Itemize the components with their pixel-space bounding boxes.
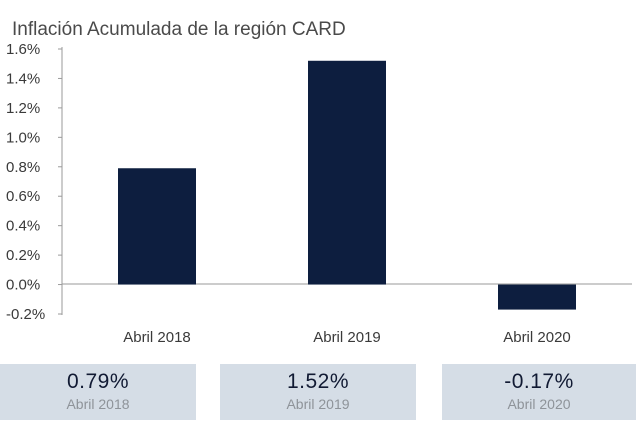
y-tick-label: 1.4% (6, 70, 40, 87)
y-tick-label: 1.0% (6, 129, 40, 146)
y-axis-ticks: 1.6% 1.4% 1.2% 1.0% 0.8% 0.6% 0.4% 0.2% 0.0% -0.2… (6, 41, 62, 323)
x-category-label: Abril 2019 (313, 329, 381, 346)
bar-chart: Inflación Acumulada de la región CARD 1.… (6, 19, 632, 346)
chart-title: Inflación Acumulada de la región CARD (12, 19, 346, 40)
y-tick-label: 0.2% (6, 247, 40, 264)
summary-card-2018: 0.79% Abril 2018 (0, 364, 196, 420)
bar (498, 284, 576, 310)
card-label: Abril 2020 (507, 396, 571, 412)
card-value: 0.79% (66, 370, 130, 393)
card-value: -0.17% (504, 370, 574, 393)
summary-cards: 0.79% Abril 2018 1.52% Abril 2019 -0.17%… (0, 364, 640, 420)
x-category-label: Abril 2018 (123, 329, 191, 346)
card-value: 1.52% (286, 370, 350, 393)
bar (118, 168, 196, 285)
card-label: Abril 2018 (66, 396, 130, 412)
y-tick-label: 0.0% (6, 277, 40, 294)
y-tick-label: 1.6% (6, 41, 40, 58)
x-axis-labels: Abril 2018 Abril 2019 Abril 2020 (123, 329, 571, 346)
bar (308, 60, 386, 285)
summary-card-2019: 1.52% Abril 2019 (220, 364, 416, 420)
bars-group (118, 60, 576, 310)
y-tick-label: 0.6% (6, 188, 40, 205)
card-label: Abril 2019 (286, 396, 350, 412)
summary-card-2020: -0.17% Abril 2020 (442, 364, 636, 420)
y-tick-label: 0.4% (6, 218, 40, 235)
x-category-label: Abril 2020 (503, 329, 571, 346)
y-tick-label: 0.8% (6, 159, 40, 176)
y-tick-label: 1.2% (6, 100, 40, 117)
y-tick-label: -0.2% (6, 306, 45, 323)
